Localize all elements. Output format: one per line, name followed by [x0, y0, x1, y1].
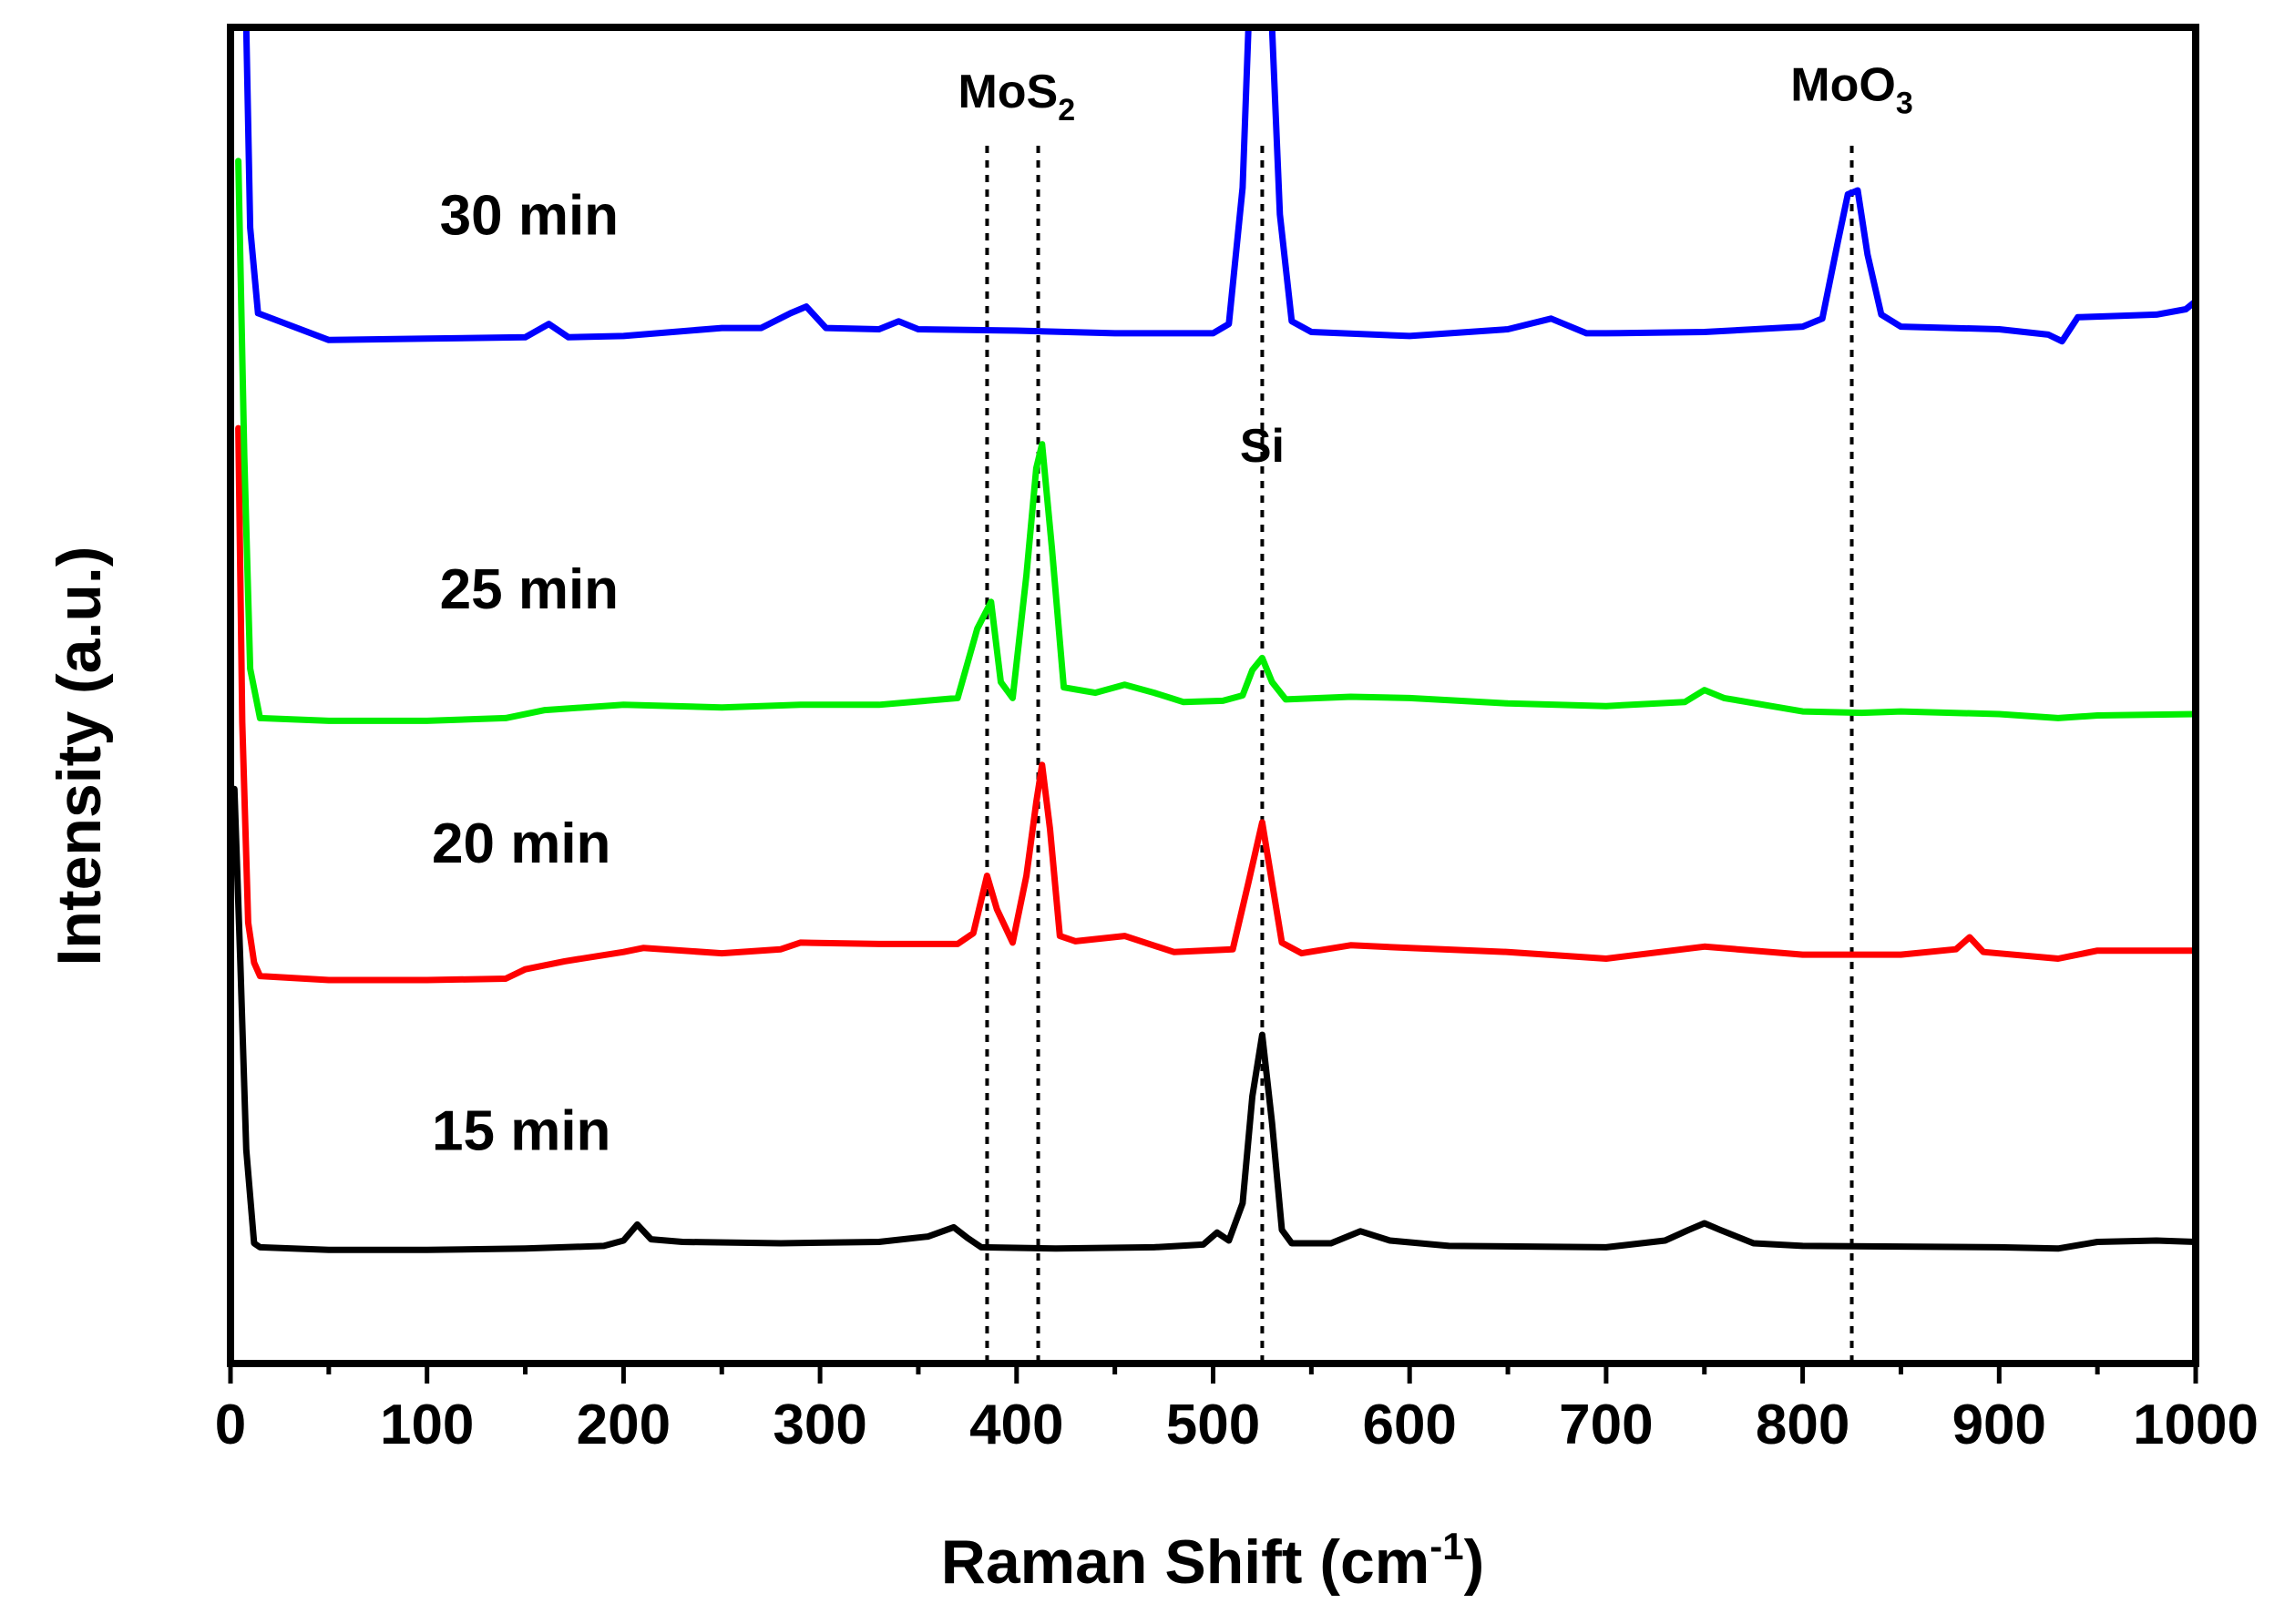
series-label-6: 15 min — [432, 1099, 610, 1162]
x-tick-label-900: 900 — [1952, 1394, 2046, 1456]
x-tick-label-500: 500 — [1166, 1394, 1260, 1456]
x-tick-label-600: 600 — [1362, 1394, 1456, 1456]
x-axis-title: Raman Shift (cm-1) — [941, 1525, 1485, 1597]
peak-label-1: Si — [1240, 420, 1285, 473]
annotation-main: 20 min — [432, 812, 610, 875]
series-label-3: 30 min — [440, 184, 619, 247]
x-tick-label-300: 300 — [773, 1394, 866, 1456]
y-axis-title: Intensity (a.u.) — [45, 546, 114, 966]
x-axis-title-sup: -1 — [1429, 1525, 1463, 1568]
series-label-4: 25 min — [440, 558, 619, 621]
peak-label-2: MoO3 — [1790, 59, 1912, 121]
x-axis-ticks: 0 100 200 300 400 500 600 700 800 900 1000 — [215, 1364, 2259, 1456]
series-line-20-min — [235, 424, 2196, 984]
x-tick-label-200: 200 — [577, 1394, 671, 1456]
annotation-subscript: 2 — [1058, 93, 1075, 128]
annotation-main: 25 min — [440, 558, 619, 621]
x-tick-label-1000: 1000 — [2133, 1394, 2259, 1456]
series-label-5: 20 min — [432, 812, 610, 875]
annotation-main: 30 min — [440, 184, 619, 247]
annotations: MoS2 Si MoO3 30 min 25 min 20 min 15 min — [432, 59, 1913, 1163]
x-axis-title-main: Raman Shift (cm — [941, 1527, 1430, 1597]
series-line-15-min — [231, 785, 2196, 1253]
peak-label-0: MoS2 — [958, 66, 1075, 128]
x-tick-label-800: 800 — [1756, 1394, 1849, 1456]
series-line-30-min — [242, 27, 2196, 345]
x-tick-label-100: 100 — [380, 1394, 474, 1456]
x-axis-title-close: ) — [1464, 1527, 1485, 1597]
series-line-25-min — [235, 158, 2196, 724]
x-tick-label-400: 400 — [969, 1394, 1063, 1456]
annotation-main: Si — [1240, 420, 1285, 473]
x-tick-label-700: 700 — [1559, 1394, 1653, 1456]
annotation-main: MoO — [1790, 59, 1896, 112]
x-tick-label-0: 0 — [215, 1394, 246, 1456]
annotation-main: 15 min — [432, 1099, 610, 1162]
series-layer — [231, 27, 2196, 1253]
annotation-subscript: 3 — [1896, 87, 1913, 121]
annotation-main: MoS — [958, 66, 1058, 118]
